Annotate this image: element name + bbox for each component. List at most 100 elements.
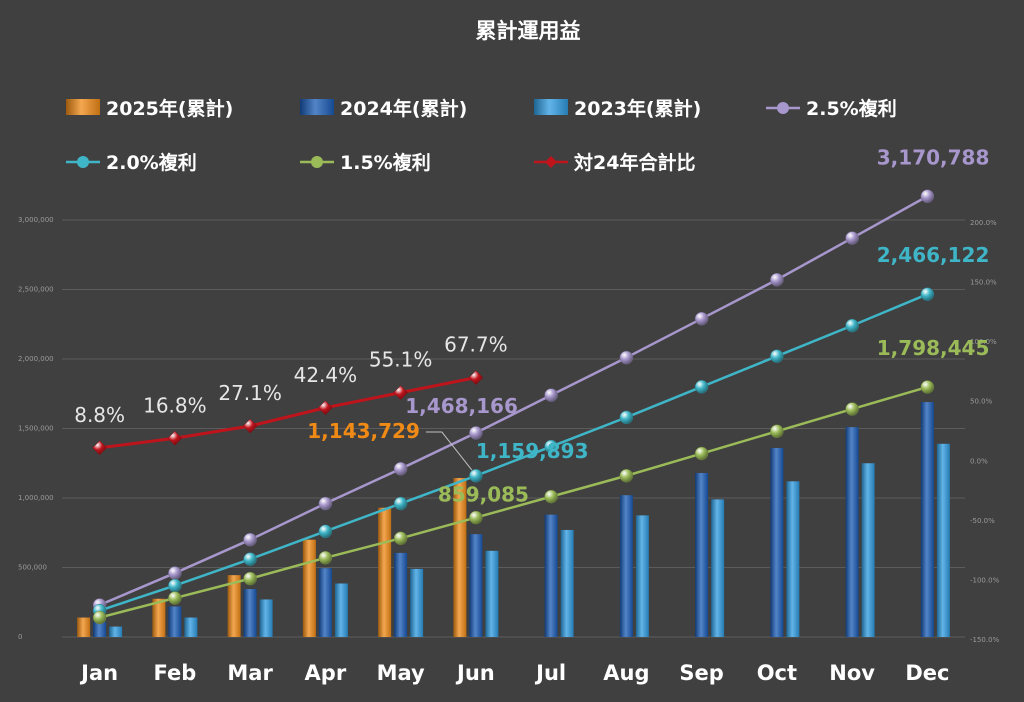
value-label: 2,466,122 xyxy=(877,243,990,267)
value-label: 1,159,893 xyxy=(476,439,589,463)
series-line xyxy=(99,376,477,450)
percent-label: 8.8% xyxy=(74,403,125,427)
line-marker xyxy=(318,524,333,539)
legend-item: 2023年(累計) xyxy=(534,97,701,120)
series-line xyxy=(99,195,928,607)
bar xyxy=(711,499,725,637)
x-axis-labels: Jan Feb Mar Apr May Jun Jul Aug Sep Oct Nov Dec xyxy=(79,661,949,685)
line-marker xyxy=(243,552,257,566)
legend-label: 2.0%複利 xyxy=(106,151,197,174)
legend-marker xyxy=(77,156,89,168)
y2-tick-label: -50.0% xyxy=(970,517,995,525)
line-marker xyxy=(167,430,183,446)
bar xyxy=(334,583,348,637)
legend-item: 2.0%複利 xyxy=(66,151,197,174)
bar xyxy=(243,589,257,637)
x-tick-label: May xyxy=(377,661,425,685)
legend-label: 対24年合計比 xyxy=(573,151,695,174)
y-tick-label: 0 xyxy=(18,633,22,641)
legend-swatch xyxy=(66,99,100,115)
y2-tick-label: 200.0% xyxy=(970,219,997,227)
bar xyxy=(936,443,950,637)
y-tick-label: 3,000,000 xyxy=(18,216,54,224)
line-marker xyxy=(393,496,408,511)
x-tick-label: Sep xyxy=(679,661,723,685)
bar xyxy=(318,568,332,637)
line-marker xyxy=(318,496,333,511)
bar xyxy=(302,539,316,637)
y2-tick-label: -100.0% xyxy=(970,576,1000,584)
series-line xyxy=(99,293,928,612)
y-tick-label: 2,500,000 xyxy=(18,286,54,294)
line-marker xyxy=(544,489,558,504)
y-tick-label: 2,000,000 xyxy=(18,355,54,363)
bar xyxy=(635,515,649,637)
bar xyxy=(77,617,91,637)
line-marker xyxy=(168,578,182,593)
bar xyxy=(695,472,709,637)
gridlines xyxy=(62,219,965,638)
line-marker xyxy=(845,402,859,416)
y2-tick-label: -150.0% xyxy=(970,636,1000,644)
x-tick-label: Dec xyxy=(905,661,949,685)
value-label: 3,170,788 xyxy=(877,145,990,169)
x-tick-label: Jan xyxy=(79,661,118,685)
percent-label: 27.1% xyxy=(218,381,282,405)
line-marker xyxy=(770,273,784,287)
y-tick-label: 500,000 xyxy=(18,564,47,572)
line-marker xyxy=(168,591,182,605)
legend-marker xyxy=(545,156,557,168)
line-marker xyxy=(469,469,483,483)
chart-title: 累計運用益 xyxy=(476,19,581,43)
value-label: 859,085 xyxy=(438,483,529,507)
line-marker xyxy=(242,418,258,434)
legend-marker xyxy=(311,156,323,168)
legend-swatch xyxy=(300,99,334,115)
line-marker xyxy=(469,426,483,440)
line-marker xyxy=(318,400,333,416)
x-tick-label: Feb xyxy=(153,661,196,685)
bar xyxy=(93,621,107,637)
bar xyxy=(394,552,408,637)
bar xyxy=(485,550,499,637)
bar xyxy=(544,514,558,637)
x-tick-label: Jul xyxy=(534,661,566,685)
line-marker xyxy=(694,311,709,326)
bar xyxy=(109,626,123,637)
bar xyxy=(184,617,198,637)
legend-item: 2.5%複利 xyxy=(766,97,897,120)
y2-tick-label: 100.0% xyxy=(970,338,997,346)
line-marker xyxy=(92,440,107,456)
x-tick-label: Apr xyxy=(305,661,347,685)
data-labels: 8.8% 16.8%27.1%42.4%55.1%67.7%1,143,7291,… xyxy=(74,145,989,506)
x-tick-label: Aug xyxy=(603,661,649,685)
line-marker xyxy=(393,385,408,400)
line-marker xyxy=(619,350,634,365)
lines xyxy=(92,189,935,625)
y2-tick-label: 0.0% xyxy=(970,457,988,465)
x-tick-label: Jun xyxy=(455,661,495,685)
bar xyxy=(920,402,934,637)
line-marker xyxy=(770,349,784,363)
line-marker xyxy=(845,231,859,245)
y2-axis-ticks: 200.0% 150.0% 100.0% 50.0% 0.0% -50.0% -100.0%… xyxy=(970,219,1000,644)
legend-item: 2025年(累計) xyxy=(66,97,233,120)
line-marker xyxy=(168,566,182,580)
line-marker xyxy=(469,510,483,525)
line-marker xyxy=(468,370,484,385)
legend-label: 2.5%複利 xyxy=(806,97,897,120)
line-marker xyxy=(243,532,257,547)
bar xyxy=(786,481,800,637)
y2-tick-label: 50.0% xyxy=(970,398,993,406)
percent-label: 16.8% xyxy=(143,393,207,417)
bar xyxy=(410,568,424,637)
bar xyxy=(453,478,467,637)
x-tick-label: Mar xyxy=(227,661,273,685)
line-marker xyxy=(920,287,935,301)
bar xyxy=(845,427,859,637)
line-marker xyxy=(92,610,107,625)
legend-label: 1.5%複利 xyxy=(340,151,431,174)
legend-label: 2023年(累計) xyxy=(574,97,701,120)
bar xyxy=(259,599,273,637)
